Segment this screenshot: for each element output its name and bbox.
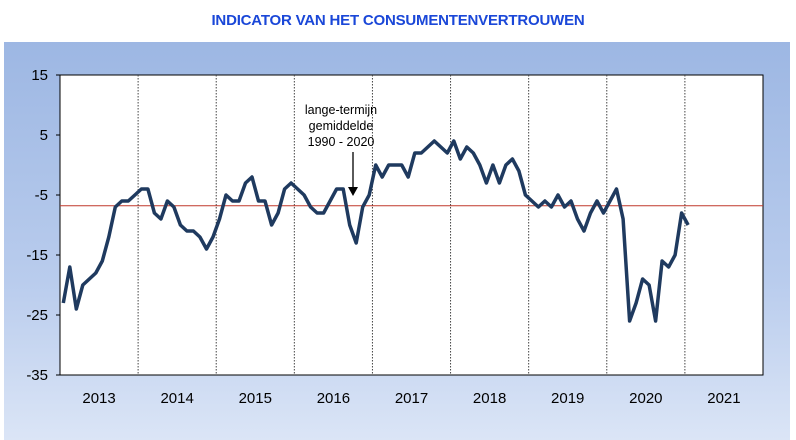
y-tick-label: 5 <box>40 127 48 144</box>
plot-area <box>59 74 764 376</box>
x-tick-label: 2015 <box>239 390 272 407</box>
annotation: lange-termijn gemiddelde 1990 - 2020 <box>305 103 377 196</box>
y-tick-label: 15 <box>31 67 48 84</box>
annotation-line-3: 1990 - 2020 <box>308 135 375 149</box>
x-tick-label: 2016 <box>317 390 350 407</box>
chart-title: INDICATOR VAN HET CONSUMENTENVERTROUWEN <box>211 12 585 29</box>
annotation-line-1: lange-termijn <box>305 103 377 117</box>
x-tick-label: 2021 <box>707 390 740 407</box>
y-tick-label: -35 <box>26 367 48 384</box>
annotation-arrow-head-icon <box>348 187 358 196</box>
y-tick-label: -25 <box>26 307 48 324</box>
y-tick-label: -15 <box>26 247 48 264</box>
x-tick-label: 2013 <box>82 390 115 407</box>
x-tick-label: 2020 <box>629 390 662 407</box>
x-tick-label: 2017 <box>395 390 428 407</box>
y-tick-label: -5 <box>35 187 48 204</box>
x-tick-label: 2014 <box>160 390 193 407</box>
annotation-line-2: gemiddelde <box>309 119 374 133</box>
x-tick-label: 2018 <box>473 390 506 407</box>
x-tick-label: 2019 <box>551 390 584 407</box>
